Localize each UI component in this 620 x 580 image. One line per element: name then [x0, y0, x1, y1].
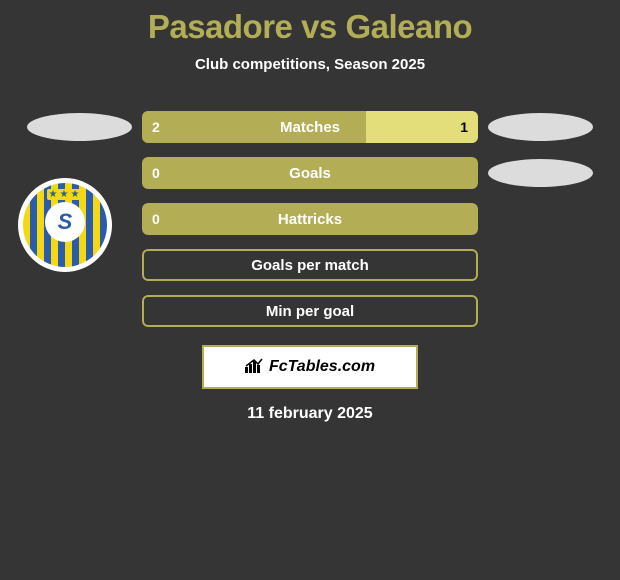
stat-label: Min per goal — [266, 303, 354, 320]
player-right-ellipse — [488, 113, 593, 141]
player-right-ellipse — [488, 159, 593, 187]
stat-row: 21Matches — [0, 111, 620, 143]
stat-row: Min per goal — [0, 295, 620, 327]
stat-row: Goals per match — [0, 249, 620, 281]
stat-bar: Goals per match — [142, 249, 478, 281]
stat-value-right: 1 — [366, 111, 478, 143]
stats-container: 21Matches0Goals0HattricksGoals per match… — [0, 111, 620, 327]
stat-bar: 0Goals — [142, 157, 478, 189]
stat-row: 0Goals — [0, 157, 620, 189]
stat-row: 0Hattricks — [0, 203, 620, 235]
stat-label: Hattricks — [278, 211, 342, 228]
stat-bar: 0Hattricks — [142, 203, 478, 235]
stat-label: Matches — [280, 119, 340, 136]
footer-brand-text: FcTables.com — [269, 358, 375, 376]
badge-stars-icon: ★★★ — [47, 189, 84, 200]
fctables-chart-icon — [245, 357, 265, 378]
stat-bar: Min per goal — [142, 295, 478, 327]
stat-bar: 21Matches — [142, 111, 478, 143]
page-title: Pasadore vs Galeano — [0, 0, 620, 46]
footer-date: 11 february 2025 — [0, 405, 620, 423]
page-subtitle: Club competitions, Season 2025 — [0, 56, 620, 73]
stat-label: Goals per match — [251, 257, 369, 274]
player-left-ellipse — [27, 113, 132, 141]
footer-brand-box[interactable]: FcTables.com — [202, 345, 418, 389]
stat-label: Goals — [289, 165, 331, 182]
